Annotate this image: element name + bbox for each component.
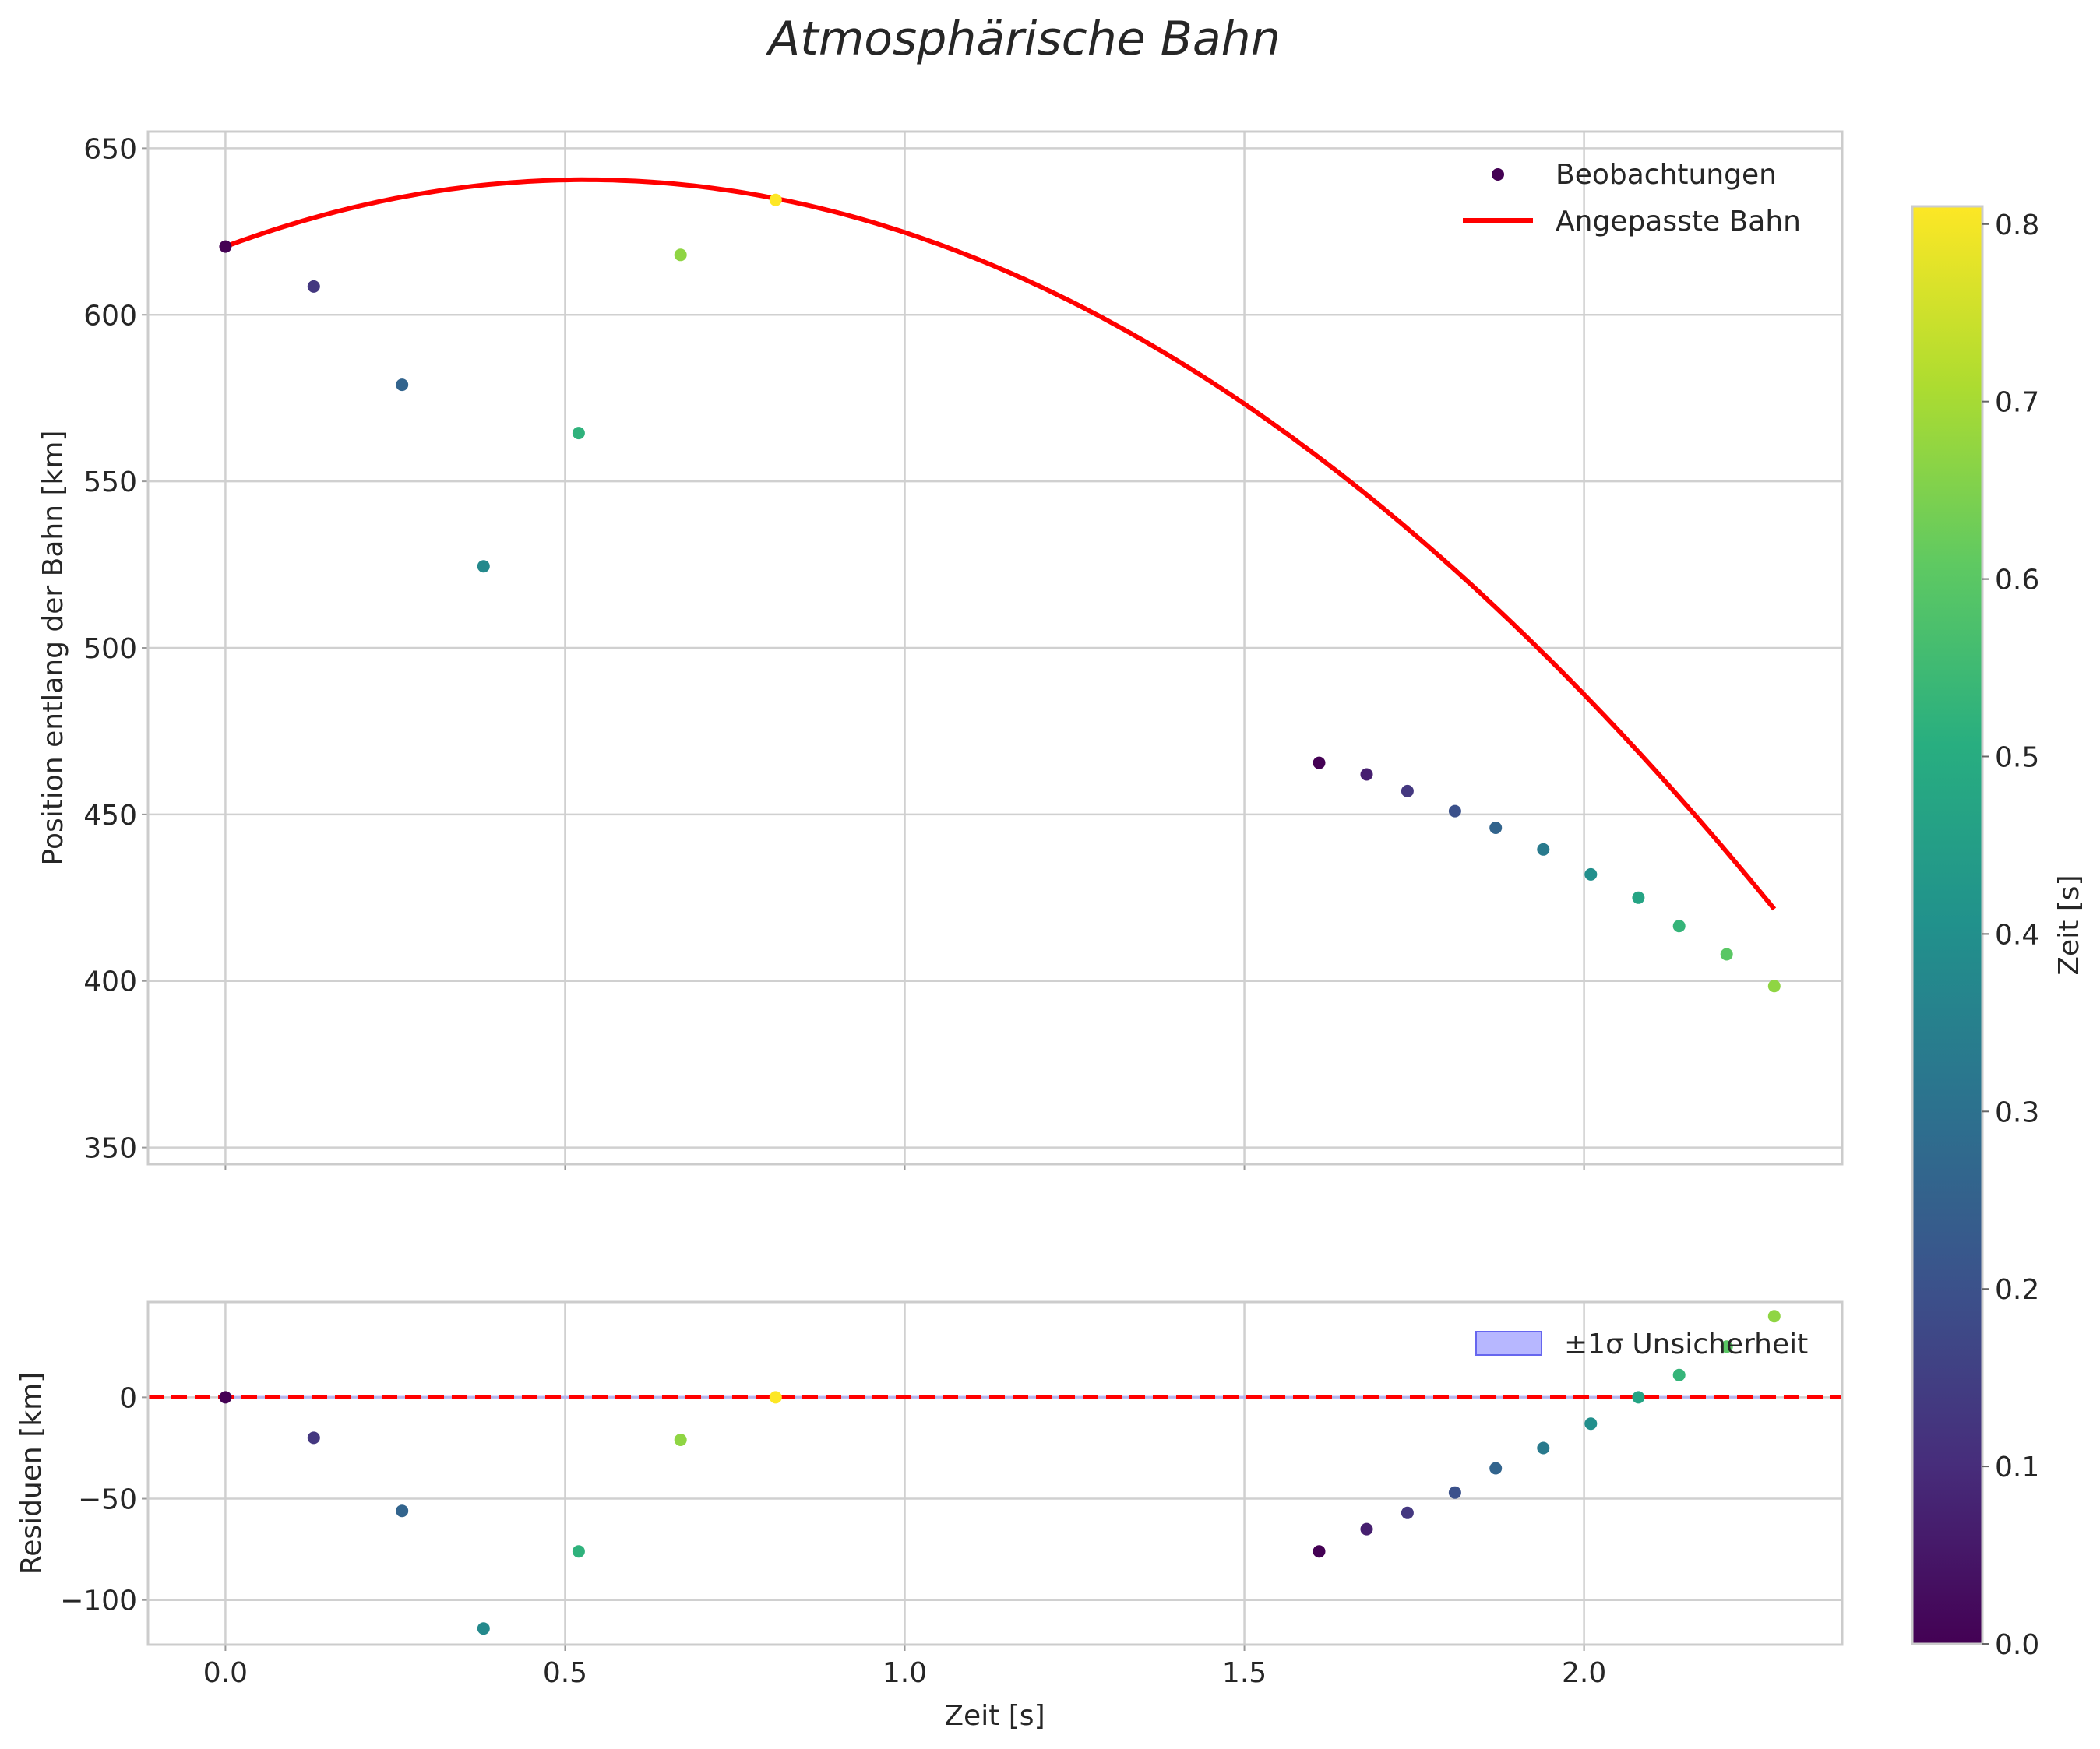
top-panel-frame [146,130,1844,1166]
y-tick-label: 550 [83,466,137,498]
bottom-panel-frame [146,1300,1844,1646]
x-tick-label: 0.0 [203,1657,248,1689]
y-tick-label: −100 [60,1585,137,1617]
top-grid [148,132,1842,1164]
x-tick-label: 2.0 [1562,1657,1606,1689]
data-point [219,1391,232,1404]
colorbar-tick-label: 0.0 [1995,1629,2039,1661]
top-y-axis-label: Position entlang der Bahn [km] [37,431,69,866]
bottom-panel-background [148,1302,1842,1645]
data-point [396,1504,409,1518]
colorbar-tick-label: 0.7 [1995,387,2039,419]
top-y-ticks: 350 400 450 500 550 600 650 [83,133,148,1165]
top-panel: 350 400 450 500 550 600 650 Position entlang d… [37,130,1844,1170]
bottom-y-axis-label: Residuen [km] [16,1372,48,1575]
bottom-points [219,1310,1781,1635]
bottom-x-ticks: 0.0 0.5 1.0 1.5 2.0 [203,1645,1606,1689]
y-tick-label: 350 [83,1133,137,1165]
colorbar-tick-label: 0.6 [1995,565,2039,596]
chart-title: Atmosphärische Bahn [765,12,1280,66]
legend-label-observations: Beobachtungen [1556,159,1777,191]
data-point [1632,1391,1645,1404]
data-point [1360,1522,1373,1536]
colorbar-tick-label: 0.8 [1995,209,2039,241]
data-point [1448,1486,1461,1499]
colorbar-tick-label: 0.5 [1995,741,2039,773]
y-tick-label: 500 [83,633,137,665]
data-point [674,248,687,262]
colorbar-ticks: 0.0 0.1 0.2 0.3 0.4 0.5 0.6 0.7 0.8 [1982,209,2039,1661]
data-point [1360,768,1373,781]
legend-label-fit-line: Angepasste Bahn [1556,206,1801,238]
data-point [396,378,409,392]
data-point [1767,1310,1781,1323]
data-point [572,1545,585,1558]
data-point [1720,948,1733,961]
y-tick-label: 650 [83,133,137,165]
data-point [1672,920,1686,933]
y-tick-label: 0 [119,1382,137,1414]
data-point [1312,756,1326,769]
x-tick-label: 1.0 [883,1657,927,1689]
fit-line [224,177,1777,911]
legend-label-uncertainty: ±1σ Unsicherheit [1564,1328,1808,1360]
data-point [572,427,585,440]
data-point [1584,867,1598,881]
x-tick-label: 0.5 [543,1657,587,1689]
data-point [674,1434,687,1446]
y-tick-label: 600 [83,300,137,332]
data-point [1489,1462,1503,1475]
colorbar-label: Zeit [s] [2053,874,2085,975]
colorbar-gradient [1911,205,1984,1645]
data-point [1448,804,1461,818]
bottom-y-ticks: −100 −50 0 [60,1382,148,1617]
data-point [1537,1441,1550,1455]
data-point [1767,980,1781,993]
data-point [219,240,232,253]
bottom-legend: ±1σ Unsicherheit [1475,1328,1808,1360]
data-point [307,280,320,293]
data-point [477,1622,490,1635]
data-point [1401,784,1414,797]
legend-marker-observations [1492,168,1504,181]
data-point [1401,1506,1414,1519]
legend-marker-uncertainty [1475,1331,1542,1356]
x-axis-label: Zeit [s] [944,1700,1045,1732]
data-point [769,193,782,206]
colorbar-tick-label: 0.3 [1995,1096,2039,1128]
top-points [219,193,1781,993]
y-tick-label: −50 [78,1484,137,1516]
data-point [1672,1368,1686,1381]
colorbar-tick-label: 0.1 [1995,1452,2039,1483]
data-point [1312,1545,1326,1558]
y-tick-label: 450 [83,800,137,832]
colorbar-tick-label: 0.2 [1995,1274,2039,1306]
data-point [1489,822,1503,834]
data-point [477,560,490,573]
bottom-panel: −100 −50 0 0.0 0.5 1.0 1.5 2.0 Residuen [km] Z… [16,1300,1844,1732]
colorbar-tick-label: 0.4 [1995,919,2039,951]
data-point [1632,891,1645,904]
colorbar: 0.0 0.1 0.2 0.3 0.4 0.5 0.6 0.7 0.8 Zeit [s] [1911,205,2085,1661]
data-point [307,1431,320,1445]
data-point [1720,1340,1733,1353]
data-point [1537,843,1550,856]
top-legend: Beobachtungen Angepasste Bahn [1463,159,1801,238]
data-point [769,1391,782,1404]
x-tick-label: 1.5 [1222,1657,1267,1689]
data-point [1584,1417,1598,1431]
y-tick-label: 400 [83,966,137,998]
